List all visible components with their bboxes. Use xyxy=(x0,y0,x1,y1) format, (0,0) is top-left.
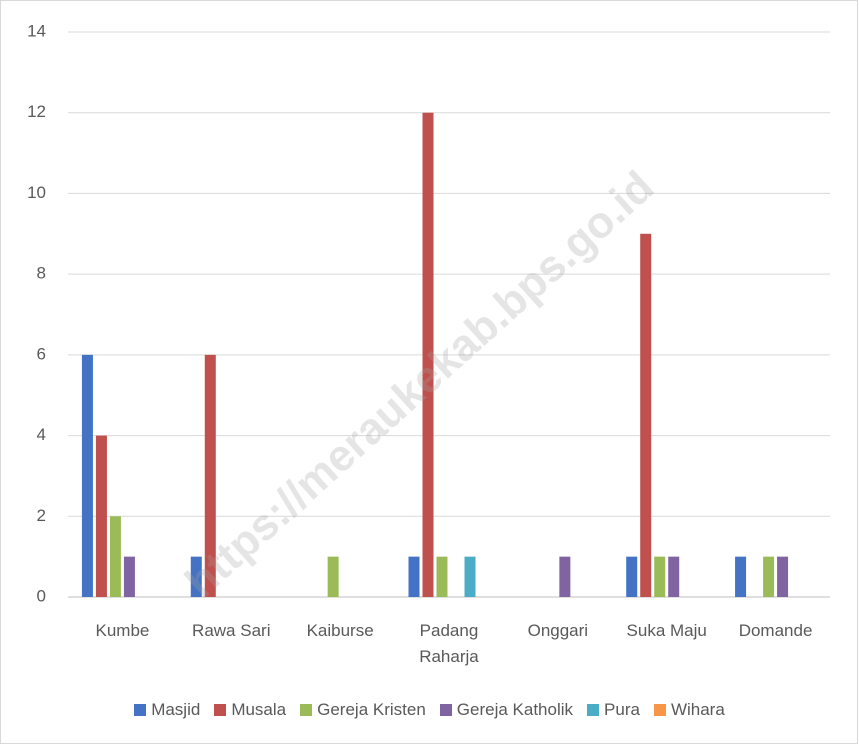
x-tick-label: Rawa Sari xyxy=(192,621,271,640)
y-tick-label: 0 xyxy=(37,586,46,605)
legend-item: Gereja Katholik xyxy=(439,700,574,720)
legend-label: Wihara xyxy=(670,700,725,719)
legend-label: Gereja Kristen xyxy=(317,700,426,719)
legend-swatch xyxy=(300,704,313,716)
legend-item: Gereja Kristen xyxy=(300,700,426,720)
bar xyxy=(668,556,680,597)
x-tick-label: Padang Raharja xyxy=(419,621,479,666)
x-tick-label: Domande xyxy=(738,621,813,640)
bar xyxy=(436,556,448,597)
legend-item: Pura xyxy=(587,700,640,720)
legend-item: Wihara xyxy=(653,700,725,720)
bar xyxy=(109,516,121,597)
x-tick-label: Kaiburse xyxy=(306,621,374,640)
legend-label: Pura xyxy=(604,700,640,719)
bar xyxy=(190,556,202,597)
legend-label: Masjid xyxy=(151,700,201,719)
x-tick-label: Suka Maju xyxy=(626,621,707,640)
y-tick-label: 10 xyxy=(27,183,46,202)
bar xyxy=(95,435,107,597)
bar xyxy=(408,556,420,597)
legend-label: Gereja Katholik xyxy=(456,700,574,719)
bar xyxy=(123,556,135,597)
y-tick-label: 8 xyxy=(37,264,46,283)
legend-swatch xyxy=(439,704,452,716)
y-tick-label: 4 xyxy=(37,425,46,444)
bar xyxy=(464,556,476,597)
bar xyxy=(327,556,339,597)
legend-label: Musala xyxy=(231,700,287,719)
bar xyxy=(626,556,638,597)
y-tick-label: 2 xyxy=(37,506,46,525)
bar xyxy=(777,556,789,597)
legend: Masjid Musala Gereja Kristen Gereja Katholi… xyxy=(0,700,859,720)
legend-item: Musala xyxy=(214,700,286,720)
x-tick-label: Kumbe xyxy=(95,621,150,640)
y-tick-label: 14 xyxy=(27,21,46,40)
bar xyxy=(640,233,652,598)
x-tick-label: Onggari xyxy=(527,621,589,640)
legend-swatch xyxy=(653,704,666,716)
bar xyxy=(654,556,666,597)
legend-swatch xyxy=(214,704,227,716)
legend-item: Masjid xyxy=(134,700,200,720)
y-tick-label: 6 xyxy=(37,344,46,363)
bar xyxy=(559,556,571,597)
bar xyxy=(763,556,775,597)
legend-swatch xyxy=(134,704,147,716)
legend-swatch xyxy=(587,704,600,716)
bar xyxy=(735,556,747,597)
bar xyxy=(81,354,93,597)
bar xyxy=(422,112,434,597)
bar xyxy=(204,354,216,597)
y-tick-label: 12 xyxy=(27,102,46,121)
